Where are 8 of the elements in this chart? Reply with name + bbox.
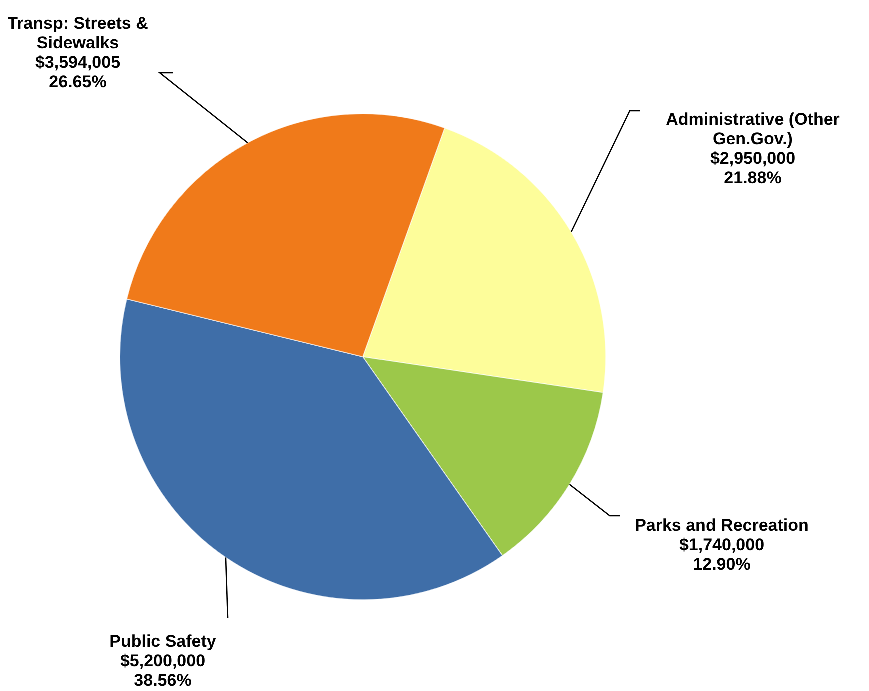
data-label: $5,200,000 38.56% (120, 652, 206, 690)
slice-label: Transp: Streets & Sidewalks (8, 14, 148, 53)
slice-label: Administrative (Other Gen.Gov.) (666, 110, 840, 149)
slice-label: Parks and Recreation (635, 516, 809, 535)
data-label: $3,594,005 26.65% (35, 53, 121, 92)
data-label: $1,740,000 12.90% (679, 536, 765, 574)
slice-label: Public Safety (110, 632, 217, 651)
data-label: $2,950,000 21.88% (710, 149, 796, 188)
